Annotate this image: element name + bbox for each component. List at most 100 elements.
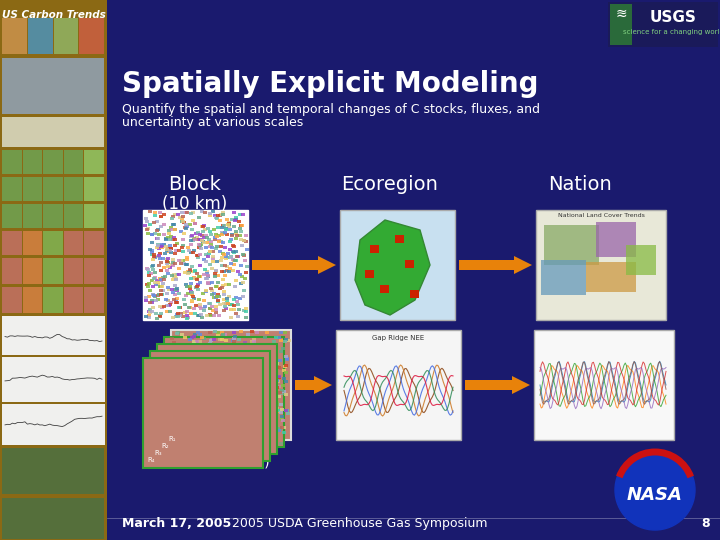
Bar xyxy=(596,222,636,257)
Bar xyxy=(163,275,167,279)
Bar xyxy=(150,306,155,308)
Bar xyxy=(187,248,191,252)
Bar xyxy=(224,257,228,260)
Bar xyxy=(172,362,176,364)
Bar xyxy=(190,336,194,340)
Bar xyxy=(169,437,174,441)
Bar xyxy=(229,352,233,355)
Bar xyxy=(265,372,269,375)
Bar xyxy=(240,281,245,284)
Bar xyxy=(544,225,599,265)
Bar xyxy=(144,217,148,220)
Bar xyxy=(181,412,186,415)
Bar xyxy=(2,231,22,255)
Bar xyxy=(2,204,22,228)
Bar xyxy=(234,230,238,233)
Bar xyxy=(189,376,194,379)
Bar xyxy=(222,274,227,277)
Bar xyxy=(159,215,163,218)
Bar xyxy=(251,374,256,376)
Bar xyxy=(217,295,221,299)
Bar xyxy=(215,342,219,346)
Bar xyxy=(53,18,78,54)
Bar xyxy=(217,380,221,383)
Bar xyxy=(84,204,104,228)
Bar xyxy=(244,392,248,394)
Bar xyxy=(230,339,235,342)
Bar xyxy=(184,283,188,286)
Bar xyxy=(175,422,179,424)
Bar xyxy=(196,394,199,397)
Bar xyxy=(43,204,63,228)
Bar xyxy=(175,345,179,347)
Bar xyxy=(218,343,222,346)
Bar xyxy=(179,369,183,372)
Bar xyxy=(156,243,161,246)
Bar xyxy=(241,363,245,366)
Bar xyxy=(200,426,204,429)
Bar xyxy=(190,291,194,294)
Bar xyxy=(223,363,228,366)
Bar xyxy=(228,262,233,265)
Bar xyxy=(251,396,256,400)
Bar xyxy=(267,362,271,364)
Bar xyxy=(232,244,235,247)
Bar xyxy=(264,401,269,404)
Bar xyxy=(215,370,219,374)
Bar xyxy=(172,359,176,362)
Bar xyxy=(181,371,185,374)
Bar xyxy=(192,359,196,362)
Bar xyxy=(184,366,189,369)
Bar xyxy=(168,247,173,250)
Bar xyxy=(213,356,217,359)
Bar xyxy=(177,248,181,252)
Bar xyxy=(246,437,249,440)
Bar xyxy=(166,257,170,260)
Bar xyxy=(2,18,27,54)
Bar xyxy=(234,232,238,235)
Bar xyxy=(228,392,233,395)
Bar xyxy=(261,347,265,349)
Bar xyxy=(161,256,166,260)
Bar xyxy=(172,273,176,276)
Text: Gap Ridge NEE: Gap Ridge NEE xyxy=(372,335,424,341)
Bar xyxy=(201,415,204,418)
Bar xyxy=(212,228,216,231)
Bar xyxy=(223,265,228,267)
Bar xyxy=(459,260,514,270)
Bar xyxy=(150,310,153,313)
Bar xyxy=(84,287,104,313)
Bar xyxy=(183,415,186,418)
Bar xyxy=(199,410,204,413)
Bar xyxy=(183,361,187,365)
Bar xyxy=(205,236,210,239)
Bar xyxy=(155,229,159,232)
Bar xyxy=(192,340,196,343)
Bar xyxy=(232,298,235,301)
Bar xyxy=(270,349,274,352)
Bar xyxy=(233,373,238,376)
Bar xyxy=(218,219,222,222)
Bar xyxy=(239,367,243,370)
Bar xyxy=(214,247,217,250)
Bar xyxy=(145,228,150,231)
Bar xyxy=(232,225,235,228)
Bar xyxy=(192,307,196,309)
Bar xyxy=(181,344,185,347)
Bar xyxy=(207,282,210,285)
Bar xyxy=(253,365,256,368)
Bar xyxy=(181,244,185,247)
Bar xyxy=(231,250,235,253)
Bar xyxy=(264,429,267,432)
Bar xyxy=(284,364,288,367)
Bar xyxy=(173,288,177,291)
Bar xyxy=(240,275,244,278)
Bar xyxy=(202,273,206,276)
Bar xyxy=(182,393,186,396)
Bar xyxy=(265,386,269,389)
Bar xyxy=(262,382,266,384)
Bar xyxy=(194,362,198,365)
Bar xyxy=(193,312,197,315)
Bar xyxy=(183,271,187,274)
Bar xyxy=(196,238,200,241)
